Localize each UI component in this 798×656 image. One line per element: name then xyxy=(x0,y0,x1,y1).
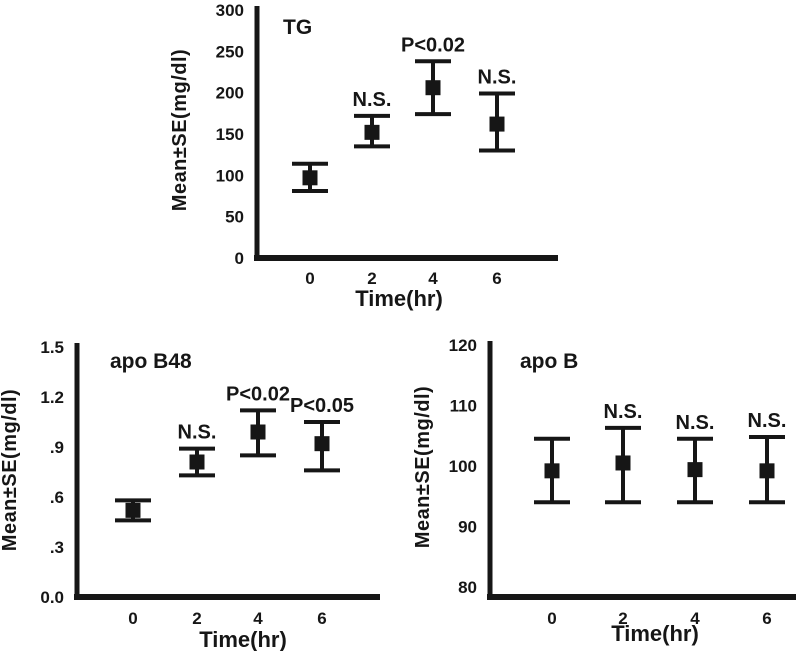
y-tick-label: .6 xyxy=(50,488,64,507)
x-tick-label: 2 xyxy=(618,609,627,628)
apo-b48-plot: 0.0 .3 .6 .9 1.2 1.5 0 2 4 6 apo B48 Time(hr) Mean±S… xyxy=(0,338,380,652)
data-point-marker xyxy=(615,455,631,471)
tg-plot: 0 50 100 150 200 250 300 0 2 4 6 TG Time(hr) Mean±SE(… xyxy=(169,1,558,311)
data-point-marker xyxy=(189,454,205,470)
y-axis-title: Mean±SE(mg/dl) xyxy=(169,49,191,211)
y-tick-label: 0.0 xyxy=(40,588,64,607)
y-tick-label: .3 xyxy=(50,538,64,557)
x-tick-label: 2 xyxy=(367,269,376,288)
x-tick-label: 6 xyxy=(492,269,501,288)
data-point-marker xyxy=(250,424,266,440)
apo-b-plot: 80 90 100 110 120 0 2 4 6 apo B Time(hr) Mean±SE(mg… xyxy=(412,336,796,646)
y-tick-label: 50 xyxy=(225,208,244,227)
significance-label: N.S. xyxy=(676,412,715,434)
data-point-marker xyxy=(125,502,141,518)
x-tick-label: 4 xyxy=(253,609,263,628)
chart-title: apo B48 xyxy=(110,350,192,373)
x-axis-title: Time(hr) xyxy=(199,627,287,651)
y-tick-label: 1.2 xyxy=(40,388,64,407)
data-point-marker xyxy=(364,124,380,140)
y-tick-label: 1.5 xyxy=(40,338,64,357)
significance-label: P<0.02 xyxy=(401,34,465,56)
y-tick-label: 300 xyxy=(216,1,244,20)
chart-panel-apo-b: 80 90 100 110 120 0 2 4 6 apo B Time(hr) Mean±SE(mg… xyxy=(398,330,798,656)
y-tick-label: 250 xyxy=(216,42,244,61)
significance-label: P<0.05 xyxy=(290,395,354,417)
significance-label: N.S. xyxy=(478,66,517,88)
x-tick-label: 4 xyxy=(428,269,438,288)
data-point-marker xyxy=(425,80,441,96)
y-tick-label: 100 xyxy=(216,166,244,185)
y-tick-label: 120 xyxy=(449,336,477,355)
data-point-marker xyxy=(687,462,703,478)
x-tick-label: 0 xyxy=(128,609,137,628)
chart-panel-tg: 0 50 100 150 200 250 300 0 2 4 6 TG Time(hr) Mean±SE(… xyxy=(160,0,592,327)
x-tick-label: 0 xyxy=(305,269,314,288)
chart-panel-apo-b48: 0.0 .3 .6 .9 1.2 1.5 0 2 4 6 apo B48 Time(hr) Mean±S… xyxy=(0,330,396,656)
y-tick-label: 200 xyxy=(216,84,244,103)
y-tick-label: .9 xyxy=(50,438,64,457)
y-tick-label: 150 xyxy=(216,125,244,144)
data-point-marker xyxy=(544,463,560,479)
significance-label: N.S. xyxy=(748,410,787,432)
y-axis-title: Mean±SE(mg/dl) xyxy=(412,386,434,548)
x-axis-title: Time(hr) xyxy=(355,286,443,311)
x-tick-label: 6 xyxy=(317,609,326,628)
x-tick-label: 2 xyxy=(192,609,201,628)
y-tick-label: 100 xyxy=(449,457,477,476)
significance-label: N.S. xyxy=(178,422,217,444)
significance-label: P<0.02 xyxy=(226,383,290,405)
x-tick-label: 6 xyxy=(762,609,771,628)
y-tick-label: 0 xyxy=(235,249,244,268)
data-point-marker xyxy=(759,463,775,479)
y-tick-label: 110 xyxy=(450,397,477,416)
chart-title: TG xyxy=(283,16,312,39)
chart-title: apo B xyxy=(520,350,578,373)
significance-label: N.S. xyxy=(604,401,643,423)
y-tick-label: 90 xyxy=(458,518,477,537)
data-point-marker xyxy=(302,170,318,186)
x-tick-label: 0 xyxy=(547,609,556,628)
data-point-marker xyxy=(489,116,505,132)
x-axis-title: Time(hr) xyxy=(611,621,699,646)
x-tick-label: 4 xyxy=(690,609,700,628)
significance-label: N.S. xyxy=(353,89,392,111)
y-tick-label: 80 xyxy=(458,578,477,597)
data-point-marker xyxy=(314,436,330,452)
y-axis-title: Mean±SE(mg/dl) xyxy=(0,389,21,551)
